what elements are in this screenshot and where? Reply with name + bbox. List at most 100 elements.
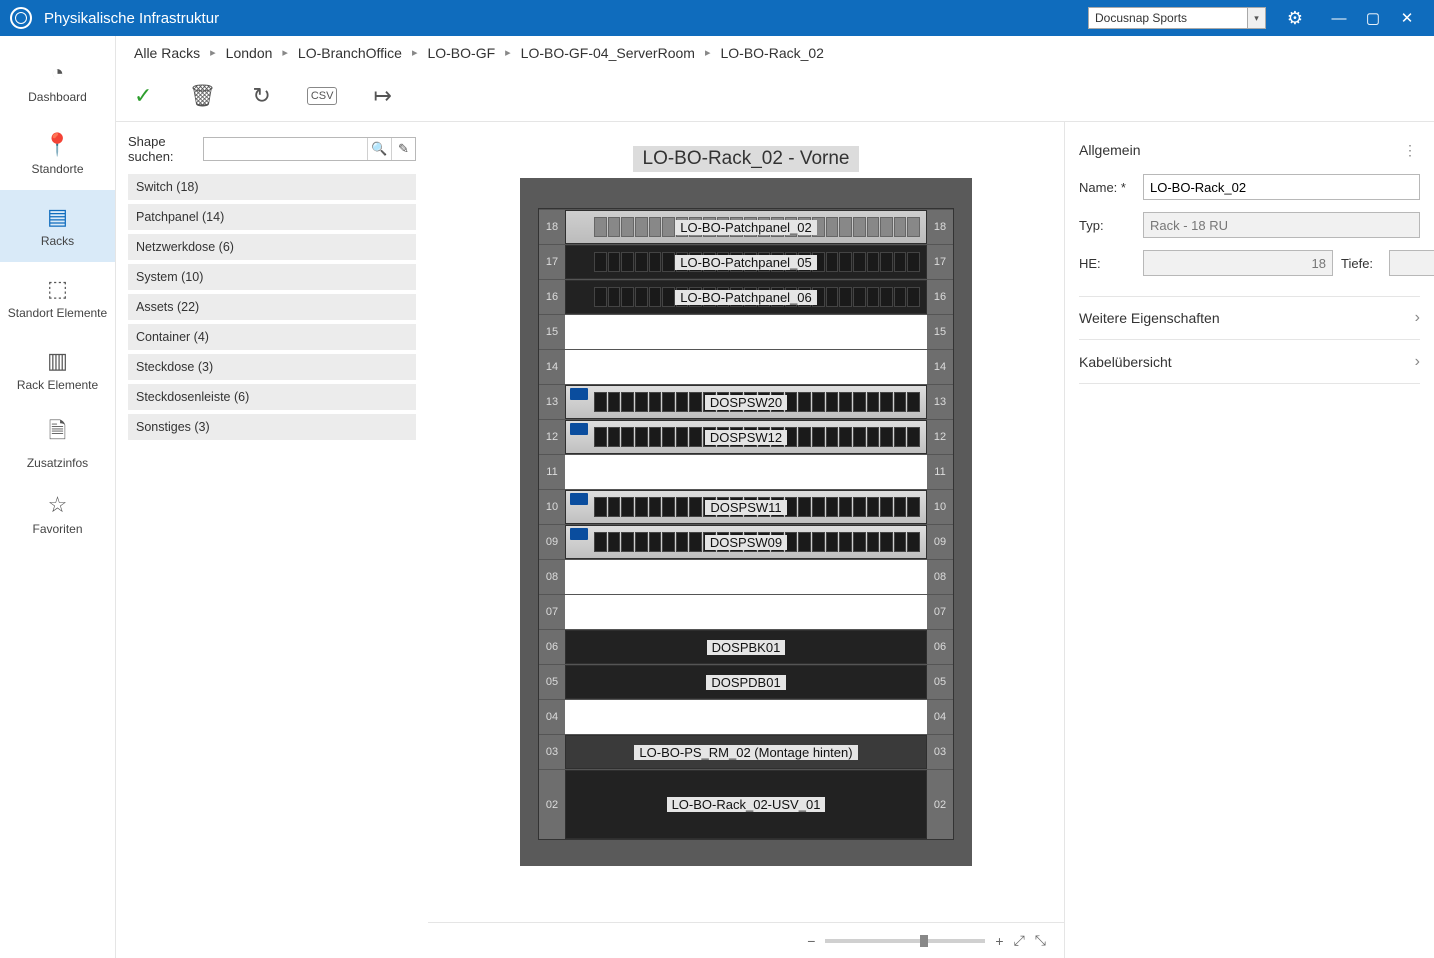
rack-device[interactable]: LO-BO-Rack_02-USV_01 bbox=[566, 771, 926, 838]
nav-label: Racks bbox=[41, 234, 74, 248]
nav-icon: ◔ bbox=[51, 60, 64, 86]
export-csv-button[interactable]: CSV bbox=[307, 87, 338, 105]
shape-category-item[interactable]: Sonstiges (3) bbox=[128, 414, 416, 440]
rack-slot[interactable] bbox=[565, 559, 927, 594]
zoom-slider[interactable] bbox=[825, 939, 985, 943]
cable-overview-section[interactable]: Kabelübersicht › bbox=[1079, 340, 1420, 384]
rack-device[interactable]: DOSPBK01 bbox=[566, 631, 926, 663]
shape-category-item[interactable]: Container (4) bbox=[128, 324, 416, 350]
ru-number-left: 06 bbox=[539, 629, 565, 664]
rack-slot[interactable] bbox=[565, 349, 927, 384]
rack-slot[interactable]: LO-BO-PS_RM_02 (Montage hinten) bbox=[565, 734, 927, 769]
device-label: DOSPSW09 bbox=[705, 535, 787, 550]
rack-slot[interactable]: LO-BO-Patchpanel_02 bbox=[565, 209, 927, 244]
name-field[interactable] bbox=[1143, 174, 1420, 200]
rack-slot[interactable] bbox=[565, 454, 927, 489]
ru-number-left: 13 bbox=[539, 384, 565, 419]
ru-number-right: 02 bbox=[927, 769, 953, 839]
rack-slot[interactable]: DOSPSW09 bbox=[565, 524, 927, 559]
rack-slot[interactable]: LO-BO-Rack_02-USV_01 bbox=[565, 769, 927, 839]
ru-number-left: 14 bbox=[539, 349, 565, 384]
rack-device[interactable]: DOSPSW20 bbox=[566, 386, 926, 418]
edit-icon[interactable]: ✎ bbox=[391, 138, 415, 160]
rack-device[interactable]: DOSPSW09 bbox=[566, 526, 926, 558]
ru-number-right: 03 bbox=[927, 734, 953, 769]
breadcrumb-item[interactable]: LO-BO-GF bbox=[427, 45, 495, 61]
delete-button[interactable]: 🗑 bbox=[188, 83, 216, 109]
rack-slot[interactable]: DOSPSW11 bbox=[565, 489, 927, 524]
ru-number-left: 02 bbox=[539, 769, 565, 839]
ru-number-left: 11 bbox=[539, 454, 565, 489]
nav-item-rack-elemente[interactable]: ▥Rack Elemente bbox=[0, 334, 115, 406]
breadcrumb-item[interactable]: LO-BranchOffice bbox=[298, 45, 402, 61]
expand-button[interactable]: ↦ bbox=[373, 83, 391, 109]
rack-slot[interactable]: LO-BO-Patchpanel_05 bbox=[565, 244, 927, 279]
shape-category-item[interactable]: System (10) bbox=[128, 264, 416, 290]
section-menu-icon[interactable]: ⋮ bbox=[1403, 142, 1420, 159]
he-field bbox=[1143, 250, 1333, 276]
shape-category-item[interactable]: Steckdosenleiste (6) bbox=[128, 384, 416, 410]
rack-device[interactable]: LO-BO-Patchpanel_06 bbox=[566, 281, 926, 313]
ru-number-left: 05 bbox=[539, 664, 565, 699]
breadcrumb-item[interactable]: LO-BO-Rack_02 bbox=[720, 45, 823, 61]
nav-item-racks[interactable]: ▤ Racks bbox=[0, 190, 115, 262]
cable-overview-label: Kabelübersicht bbox=[1079, 354, 1172, 370]
confirm-button[interactable]: ✓ bbox=[134, 83, 152, 109]
shape-category-item[interactable]: Patchpanel (14) bbox=[128, 204, 416, 230]
window-maximize-button[interactable]: ▢ bbox=[1356, 0, 1390, 36]
shape-category-item[interactable]: Steckdose (3) bbox=[128, 354, 416, 380]
rack-device[interactable]: DOSPDB01 bbox=[566, 666, 926, 698]
shape-category-item[interactable]: Assets (22) bbox=[128, 294, 416, 320]
nav-item-dashboard[interactable]: ◔Dashboard bbox=[0, 46, 115, 118]
breadcrumb: Alle Racks▸London▸LO-BranchOffice▸LO-BO-… bbox=[116, 36, 1434, 70]
nav-icon: ⬚ bbox=[47, 276, 68, 302]
rack-slot[interactable] bbox=[565, 594, 927, 629]
shape-search-input[interactable] bbox=[204, 138, 367, 160]
shape-list: Switch (18) Patchpanel (14) Netzwerkdose (… bbox=[128, 174, 416, 440]
rack-device[interactable]: LO-BO-PS_RM_02 (Montage hinten) bbox=[566, 736, 926, 768]
nav-label: Rack Elemente bbox=[17, 378, 98, 392]
nav-item-standorte[interactable]: 📍Standorte bbox=[0, 118, 115, 190]
rack-device[interactable]: LO-BO-Patchpanel_05 bbox=[566, 246, 926, 278]
rack-device[interactable]: DOSPSW11 bbox=[566, 491, 926, 523]
shape-category-item[interactable]: Netzwerkdose (6) bbox=[128, 234, 416, 260]
ru-number-right: 08 bbox=[927, 559, 953, 594]
refresh-button[interactable]: ↻ bbox=[252, 83, 270, 109]
nav-item-standort-elemente[interactable]: ⬚Standort Elemente bbox=[0, 262, 115, 334]
breadcrumb-item[interactable]: LO-BO-GF-04_ServerRoom bbox=[521, 45, 695, 61]
tenant-dropdown-icon[interactable]: ▾ bbox=[1248, 7, 1266, 29]
ru-number-right: 04 bbox=[927, 699, 953, 734]
zoom-out-icon[interactable]: − bbox=[807, 933, 815, 949]
rack-slot[interactable] bbox=[565, 314, 927, 349]
zoom-fit-width-icon[interactable]: ⤡ bbox=[1035, 932, 1046, 949]
ru-number-right: 05 bbox=[927, 664, 953, 699]
window-close-button[interactable]: ✕ bbox=[1390, 0, 1424, 36]
tenant-selector[interactable]: Docusnap Sports bbox=[1088, 7, 1248, 29]
device-label: DOSPBK01 bbox=[707, 640, 786, 655]
rack-slot[interactable]: DOSPSW20 bbox=[565, 384, 927, 419]
ru-number-left: 12 bbox=[539, 419, 565, 454]
rack-device[interactable]: LO-BO-Patchpanel_02 bbox=[566, 211, 926, 243]
device-label: DOSPSW11 bbox=[705, 500, 786, 515]
nav-icon: ▤ bbox=[47, 204, 68, 230]
rack-slot[interactable]: DOSPSW12 bbox=[565, 419, 927, 454]
additional-properties-section[interactable]: Weitere Eigenschaften › bbox=[1079, 296, 1420, 340]
rack-device[interactable]: DOSPSW12 bbox=[566, 421, 926, 453]
search-icon[interactable]: 🔍 bbox=[367, 138, 391, 160]
rack-slot[interactable]: DOSPDB01 bbox=[565, 664, 927, 699]
window-minimize-button[interactable]: — bbox=[1322, 0, 1356, 36]
nav-item-favoriten[interactable]: ☆Favoriten bbox=[0, 478, 115, 550]
shapes-panel: Shape suchen: 🔍 ✎ Switch (18)Patchpanel … bbox=[116, 122, 428, 958]
breadcrumb-item[interactable]: Alle Racks bbox=[134, 45, 200, 61]
breadcrumb-item[interactable]: London bbox=[226, 45, 273, 61]
rack-slot[interactable]: LO-BO-Patchpanel_06 bbox=[565, 279, 927, 314]
shape-category-item[interactable]: Switch (18) bbox=[128, 174, 416, 200]
nav-item-zusatzinfos[interactable]: 🗎Zusatzinfos bbox=[0, 406, 115, 478]
settings-gear-icon[interactable]: ⚙ bbox=[1278, 0, 1312, 36]
zoom-fit-icon[interactable]: ⤢ bbox=[1014, 932, 1025, 949]
ru-number-right: 13 bbox=[927, 384, 953, 419]
zoom-in-icon[interactable]: + bbox=[995, 933, 1003, 949]
rack-slot[interactable]: DOSPBK01 bbox=[565, 629, 927, 664]
rack-slot[interactable] bbox=[565, 699, 927, 734]
rack-canvas-area: LO-BO-Rack_02 - Vorne 18LO-BO-Patchpanel… bbox=[428, 122, 1064, 958]
